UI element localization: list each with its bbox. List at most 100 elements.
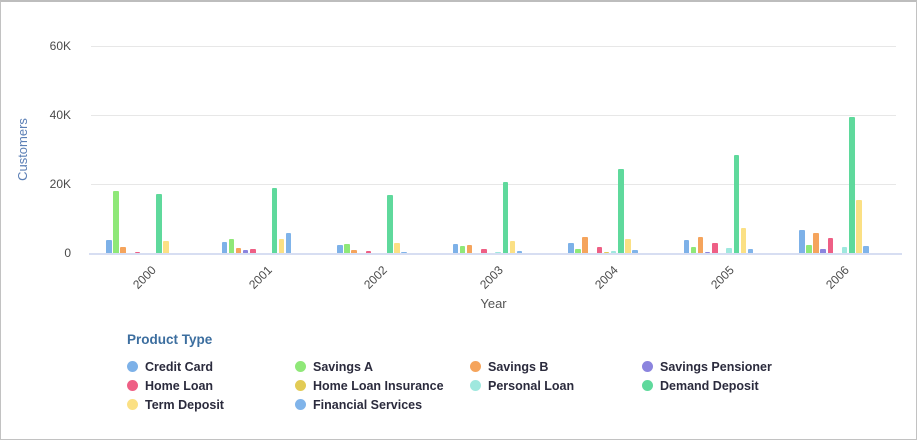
x-tick-2004: 2004	[592, 263, 621, 292]
bar-group-2002	[337, 46, 407, 253]
home-loan-bar-2000[interactable]	[134, 251, 141, 253]
term-deposit-bar-2005[interactable]	[740, 228, 747, 253]
demand-deposit-bar-2006[interactable]	[849, 117, 855, 253]
legend-item-savings-pensioner[interactable]: Savings Pensioner	[642, 357, 897, 376]
credit-card-bar-2005[interactable]	[683, 239, 689, 253]
x-axis-title: Year	[480, 296, 507, 311]
credit-card-bar-2006[interactable]	[799, 229, 805, 253]
legend-item-home-loan-insurance[interactable]: Home Loan Insurance	[295, 376, 470, 395]
gridline-60k	[91, 46, 896, 47]
home-loan-bar-2003[interactable]	[481, 249, 487, 253]
term-deposit-bar-2002[interactable]	[394, 242, 400, 253]
legend-label-savings-b: Savings B	[488, 359, 549, 374]
savings-b-bar-2002[interactable]	[351, 250, 357, 253]
x-axis-line	[89, 253, 903, 255]
x-tick-2003: 2003	[476, 263, 506, 292]
home-loan-insurance-marker-icon	[295, 380, 306, 391]
savings-b-marker-icon	[470, 361, 481, 372]
x-tick-2001: 2001	[245, 263, 275, 292]
demand-deposit-bar-2002[interactable]	[387, 195, 393, 253]
x-tick-2000: 2000	[130, 263, 159, 292]
x-tick-2005: 2005	[707, 263, 737, 292]
credit-card-bar-2003[interactable]	[452, 244, 458, 253]
y-tick-60k: 60K	[49, 39, 71, 53]
credit-card-bar-2000[interactable]	[106, 239, 112, 253]
legend-item-credit-card[interactable]: Credit Card	[127, 357, 295, 376]
personal-loan-bar-2003[interactable]	[495, 251, 501, 253]
demand-deposit-bar-2004[interactable]	[618, 169, 624, 253]
y-tick-40k: 40K	[49, 108, 71, 122]
personal-loan-bar-2005[interactable]	[726, 248, 732, 253]
demand-deposit-bar-2005[interactable]	[733, 155, 740, 253]
demand-deposit-bar-2003[interactable]	[502, 181, 509, 253]
home-loan-bar-2001[interactable]	[250, 248, 256, 253]
savings-a-bar-2001[interactable]	[228, 239, 235, 253]
credit-card-bar-2002[interactable]	[337, 245, 343, 253]
home-loan-bar-2004[interactable]	[596, 247, 603, 253]
financial-services-bar-2001[interactable]	[285, 233, 292, 253]
savings-a-bar-2002[interactable]	[344, 244, 350, 253]
gridline-40k	[91, 115, 896, 116]
credit-card-bar-2001[interactable]	[221, 241, 227, 253]
savings-pensioner-bar-2005[interactable]	[704, 251, 711, 253]
personal-loan-marker-icon	[470, 380, 481, 391]
savings-a-bar-2005[interactable]	[690, 246, 697, 253]
savings-a-bar-2003[interactable]	[459, 246, 466, 253]
legend-item-demand-deposit[interactable]: Demand Deposit	[642, 376, 897, 395]
demand-deposit-marker-icon	[642, 380, 653, 391]
bar-group-2004	[568, 46, 638, 253]
legend-item-financial-services[interactable]: Financial Services	[295, 395, 470, 414]
savings-b-bar-2004[interactable]	[582, 237, 588, 253]
legend-item-term-deposit[interactable]: Term Deposit	[127, 395, 295, 414]
term-deposit-bar-2006[interactable]	[856, 200, 862, 253]
x-tick-2006: 2006	[823, 263, 852, 292]
legend: Product Type Credit Card Savings A Savings…	[127, 332, 897, 414]
financial-services-bar-2004[interactable]	[632, 249, 638, 253]
savings-b-bar-2001[interactable]	[235, 248, 242, 253]
legend-label-financial-services: Financial Services	[313, 397, 423, 412]
home-loan-bar-2006[interactable]	[827, 238, 834, 253]
financial-services-bar-2002[interactable]	[401, 251, 407, 253]
term-deposit-bar-2001[interactable]	[278, 239, 285, 253]
savings-a-marker-icon	[295, 361, 306, 372]
y-tick-0: 0	[64, 246, 71, 260]
savings-a-bar-2000[interactable]	[113, 190, 119, 253]
demand-deposit-bar-2000[interactable]	[156, 194, 162, 253]
legend-label-savings-pensioner: Savings Pensioner	[660, 359, 772, 374]
term-deposit-bar-2000[interactable]	[163, 240, 169, 253]
savings-a-bar-2006[interactable]	[806, 245, 812, 253]
legend-label-home-loan-insurance: Home Loan Insurance	[313, 378, 444, 393]
bar-group-2001	[221, 46, 292, 253]
home-loan-bar-2005[interactable]	[712, 243, 718, 253]
savings-b-bar-2006[interactable]	[813, 232, 819, 253]
legend-item-savings-b[interactable]: Savings B	[470, 357, 642, 376]
legend-item-savings-a[interactable]: Savings A	[295, 357, 470, 376]
financial-services-bar-2003[interactable]	[516, 251, 523, 253]
savings-pensioner-bar-2001[interactable]	[242, 249, 249, 253]
personal-loan-bar-2006[interactable]	[841, 247, 848, 253]
demand-deposit-bar-2001[interactable]	[271, 188, 278, 253]
y-axis-title-text: Customers	[14, 118, 30, 181]
savings-pensioner-bar-2006[interactable]	[820, 249, 826, 253]
savings-b-bar-2000[interactable]	[120, 247, 126, 253]
financial-services-bar-2006[interactable]	[863, 246, 869, 253]
savings-b-bar-2003[interactable]	[466, 245, 473, 253]
credit-card-bar-2004[interactable]	[568, 242, 574, 253]
bar-group-2005	[683, 46, 754, 253]
savings-b-bar-2005[interactable]	[697, 237, 704, 253]
savings-a-bar-2004[interactable]	[575, 248, 581, 253]
term-deposit-bar-2004[interactable]	[625, 239, 631, 253]
home-loan-bar-2002[interactable]	[365, 251, 372, 253]
legend-item-home-loan[interactable]: Home Loan	[127, 376, 295, 395]
legend-label-personal-loan: Personal Loan	[488, 378, 575, 393]
bar-group-2000	[106, 46, 176, 253]
legend-item-personal-loan[interactable]: Personal Loan	[470, 376, 642, 395]
term-deposit-bar-2003[interactable]	[509, 241, 516, 253]
financial-services-bar-2005[interactable]	[747, 248, 754, 253]
y-tick-20k: 20K	[49, 177, 71, 191]
legend-label-credit-card: Credit Card	[145, 359, 214, 374]
x-tick-2002: 2002	[361, 263, 390, 292]
home-loan-insurance-bar-2004[interactable]	[603, 251, 610, 253]
personal-loan-bar-2004[interactable]	[610, 250, 617, 253]
